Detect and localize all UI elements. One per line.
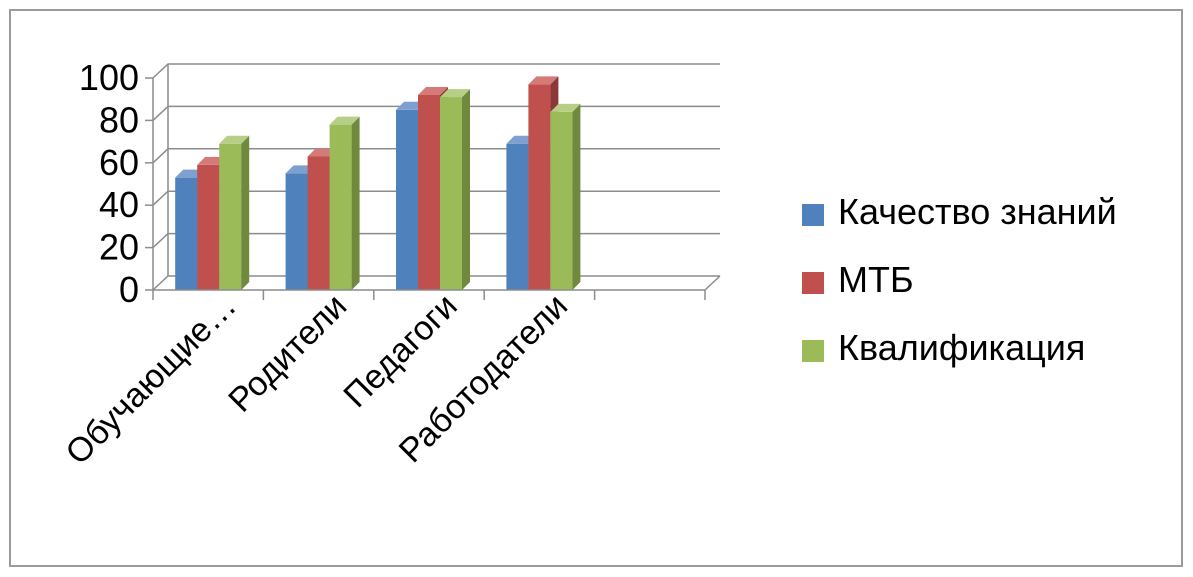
bar-side <box>241 135 250 290</box>
x-category-label: Обучающие… <box>58 287 243 472</box>
bar-side <box>351 116 360 290</box>
y-tick-label: 80 <box>99 99 139 140</box>
gridline <box>152 63 720 79</box>
x-category-label: Родители <box>221 287 354 420</box>
y-tick-label: 40 <box>99 184 139 225</box>
bar <box>219 143 242 290</box>
legend-label: Квалификация <box>838 327 1085 368</box>
bar-side <box>572 103 581 290</box>
bar <box>285 173 308 290</box>
bar-top <box>440 89 470 98</box>
bar <box>418 94 440 291</box>
bars <box>175 76 581 291</box>
legend-swatch <box>802 272 824 294</box>
axes: 020406080100Обучающие…РодителиПедагогиРа… <box>58 57 721 472</box>
floor-edge <box>704 275 721 291</box>
legend-swatch <box>802 340 824 362</box>
bar <box>175 177 198 290</box>
bar <box>329 124 352 290</box>
y-tick-label: 100 <box>79 57 139 98</box>
legend: Качество знаний МТБ Квалификация <box>802 191 1117 368</box>
bar <box>550 111 573 290</box>
bar <box>506 143 529 290</box>
legend-swatch <box>802 204 824 226</box>
bar <box>396 109 418 290</box>
legend-label: МТБ <box>838 259 914 300</box>
y-tick-label: 20 <box>99 227 139 268</box>
y-tick-label: 60 <box>99 142 139 183</box>
legend-label: Качество знаний <box>838 191 1117 232</box>
y-tick-label: 0 <box>119 269 139 310</box>
bar-side <box>462 89 470 290</box>
bar <box>307 156 330 290</box>
bar-top <box>329 116 360 125</box>
bar-top <box>550 103 581 112</box>
bar-top <box>418 86 448 95</box>
bar-top <box>219 135 250 144</box>
bar <box>440 97 462 290</box>
bar-top <box>528 76 559 85</box>
bar <box>197 164 220 290</box>
bar <box>528 84 551 290</box>
